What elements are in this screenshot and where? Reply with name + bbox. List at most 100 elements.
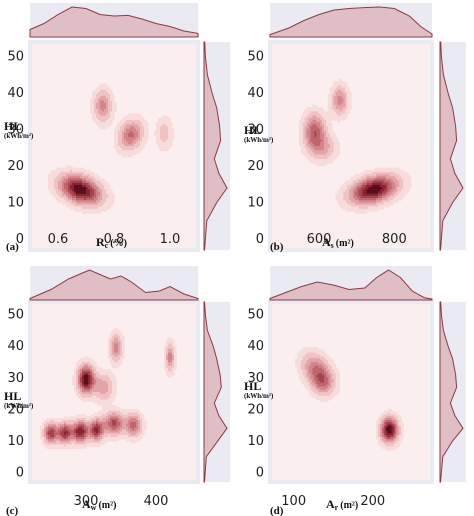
density-cell xyxy=(110,345,113,348)
density-cell xyxy=(70,180,73,184)
density-cell xyxy=(80,380,83,384)
density-cell xyxy=(300,126,304,130)
density-cell xyxy=(122,422,125,425)
density-cell xyxy=(110,104,113,108)
density-cell xyxy=(318,371,321,374)
density-cell xyxy=(378,191,381,195)
density-cell xyxy=(310,115,314,119)
density-cell xyxy=(138,139,141,143)
density-cell xyxy=(335,380,339,384)
density-cell xyxy=(140,418,143,421)
density-cell xyxy=(383,176,387,180)
density-cell xyxy=(106,392,109,395)
density-cell xyxy=(325,137,329,141)
density-cell xyxy=(168,345,171,348)
density-cell xyxy=(50,174,53,177)
density-cell xyxy=(94,362,97,365)
density-cell xyxy=(395,427,398,431)
density-cell xyxy=(108,423,111,427)
density-cell xyxy=(84,420,87,423)
density-cell xyxy=(56,187,59,190)
density-cell xyxy=(320,146,323,149)
density-cell xyxy=(48,423,51,427)
density-cell xyxy=(40,437,43,440)
density-cell xyxy=(88,435,91,438)
density-cell xyxy=(298,143,302,147)
density-cell xyxy=(72,176,75,180)
density-cell xyxy=(345,107,348,110)
density-cell xyxy=(46,427,49,431)
density-cell xyxy=(339,107,342,110)
density-cell xyxy=(40,425,43,429)
density-cell xyxy=(100,425,103,429)
density-cell xyxy=(56,438,59,442)
density-cell xyxy=(347,191,350,195)
density-cell xyxy=(98,185,101,188)
density-cell xyxy=(136,422,139,425)
density-cell xyxy=(54,442,57,446)
density-cell xyxy=(84,388,87,391)
density-cell xyxy=(166,115,169,119)
density-cell xyxy=(106,401,109,404)
density-cell xyxy=(314,122,317,125)
density-cell xyxy=(385,410,389,414)
density-cell xyxy=(383,172,387,175)
density-cell xyxy=(72,202,75,206)
density-cell xyxy=(385,442,389,446)
x-axis-label: Ar (m²) xyxy=(326,497,358,512)
density-cell xyxy=(381,200,385,203)
density-cell xyxy=(300,348,304,352)
density-cell xyxy=(66,446,69,449)
density-cell xyxy=(110,392,113,395)
density-cell xyxy=(172,347,175,350)
density-cell xyxy=(142,133,145,136)
density-cell xyxy=(64,191,67,195)
density-cell xyxy=(62,446,65,449)
density-cell xyxy=(70,193,73,197)
density-cell xyxy=(48,442,51,446)
density-cell xyxy=(88,172,91,175)
density-cell xyxy=(48,174,51,177)
y-axis-label: HL xyxy=(4,119,21,133)
density-cell xyxy=(379,418,383,421)
density-cell xyxy=(341,113,344,117)
density-cell xyxy=(302,347,306,350)
density-cell xyxy=(318,390,321,393)
density-cell xyxy=(401,435,404,438)
density-cell xyxy=(354,174,358,177)
density-cell xyxy=(327,363,331,367)
density-cell xyxy=(312,148,315,151)
density-cell xyxy=(341,85,344,89)
density-cell xyxy=(320,371,323,374)
density-cell xyxy=(389,182,393,186)
density-cell xyxy=(102,189,105,193)
density-cell xyxy=(362,182,366,186)
density-cell xyxy=(110,122,113,125)
density-cell xyxy=(104,429,107,432)
density-cell xyxy=(168,373,171,376)
density-cell xyxy=(158,128,161,132)
density-cell xyxy=(78,392,81,395)
density-cell xyxy=(132,414,135,417)
density-cell xyxy=(84,440,87,444)
density-cell xyxy=(399,185,402,188)
density-cell xyxy=(72,440,75,444)
density-cell xyxy=(324,150,327,154)
density-cell xyxy=(84,375,87,378)
density-cell xyxy=(320,373,323,376)
density-cell xyxy=(104,437,107,440)
density-cell xyxy=(82,362,85,365)
density-cell xyxy=(170,371,173,374)
density-cell xyxy=(78,414,81,417)
density-cell xyxy=(360,204,364,208)
density-cell xyxy=(302,362,306,365)
density-cell xyxy=(86,200,89,203)
y-tick-label: 30 xyxy=(7,371,24,386)
density-cell xyxy=(322,133,325,136)
density-cell xyxy=(132,120,135,123)
density-cell xyxy=(90,107,93,110)
density-cell xyxy=(86,422,89,425)
density-cell xyxy=(114,412,117,416)
density-cell xyxy=(118,435,121,438)
density-cell xyxy=(134,122,137,125)
